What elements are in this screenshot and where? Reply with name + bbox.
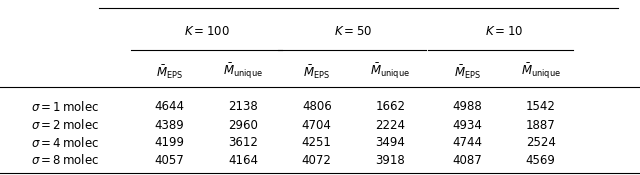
Text: $\bar{M}_{\mathrm{EPS}}$: $\bar{M}_{\mathrm{EPS}}$ (303, 63, 330, 80)
Text: $\sigma = 4\,\mathrm{molec}$: $\sigma = 4\,\mathrm{molec}$ (31, 136, 99, 150)
Text: $K = 50$: $K = 50$ (335, 25, 372, 38)
Text: 4569: 4569 (526, 154, 556, 167)
Text: 2138: 2138 (228, 100, 258, 113)
Text: 4704: 4704 (302, 119, 332, 132)
Text: 2524: 2524 (526, 136, 556, 149)
Text: $\bar{M}_{\mathrm{unique}}$: $\bar{M}_{\mathrm{unique}}$ (371, 62, 410, 82)
Text: $\bar{M}_{\mathrm{EPS}}$: $\bar{M}_{\mathrm{EPS}}$ (156, 63, 183, 80)
Text: $\bar{M}_{\mathrm{unique}}$: $\bar{M}_{\mathrm{unique}}$ (521, 62, 561, 82)
Text: 4164: 4164 (228, 154, 258, 167)
Text: 4072: 4072 (302, 154, 332, 167)
Text: $K = 10$: $K = 10$ (485, 25, 523, 38)
Text: 1887: 1887 (526, 119, 556, 132)
Text: 3612: 3612 (228, 136, 258, 149)
Text: 4199: 4199 (155, 136, 184, 149)
Text: 4988: 4988 (452, 100, 482, 113)
Text: 4806: 4806 (302, 100, 332, 113)
Text: $\bar{M}_{\mathrm{EPS}}$: $\bar{M}_{\mathrm{EPS}}$ (454, 63, 481, 80)
Text: 4744: 4744 (452, 136, 482, 149)
Text: 3918: 3918 (376, 154, 405, 167)
Text: $\bar{M}_{\mathrm{unique}}$: $\bar{M}_{\mathrm{unique}}$ (223, 62, 263, 82)
Text: 2224: 2224 (376, 119, 405, 132)
Text: 4934: 4934 (452, 119, 482, 132)
Text: $K = 100$: $K = 100$ (184, 25, 229, 38)
Text: 2960: 2960 (228, 119, 258, 132)
Text: 4087: 4087 (452, 154, 482, 167)
Text: 4057: 4057 (155, 154, 184, 167)
Text: 4644: 4644 (155, 100, 184, 113)
Text: $\sigma = 1\,\mathrm{molec}$: $\sigma = 1\,\mathrm{molec}$ (31, 100, 99, 114)
Text: $\sigma = 2\,\mathrm{molec}$: $\sigma = 2\,\mathrm{molec}$ (31, 118, 99, 132)
Text: 1662: 1662 (376, 100, 405, 113)
Text: $\sigma = 8\,\mathrm{molec}$: $\sigma = 8\,\mathrm{molec}$ (31, 153, 99, 167)
Text: 4251: 4251 (302, 136, 332, 149)
Text: 1542: 1542 (526, 100, 556, 113)
Text: 3494: 3494 (376, 136, 405, 149)
Text: 4389: 4389 (155, 119, 184, 132)
